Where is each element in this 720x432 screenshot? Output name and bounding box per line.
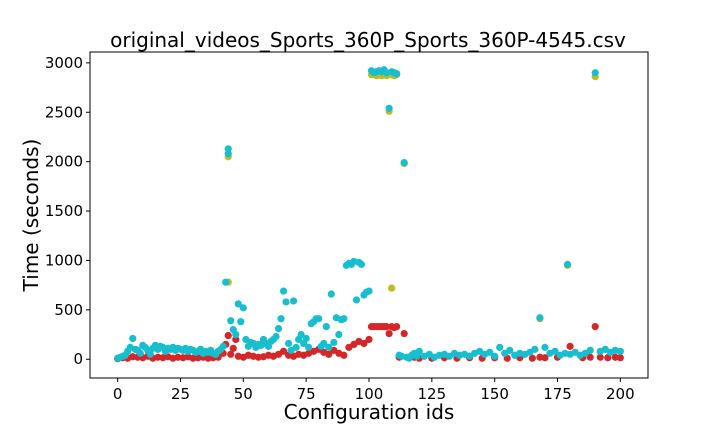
data-point bbox=[305, 343, 313, 351]
data-point bbox=[282, 298, 290, 306]
data-point bbox=[302, 334, 310, 343]
data-point bbox=[382, 323, 391, 331]
data-point bbox=[136, 349, 144, 357]
data-point bbox=[224, 145, 232, 153]
y-tick-label: 500 bbox=[54, 301, 83, 319]
y-tick-label: 2000 bbox=[45, 153, 83, 171]
data-point bbox=[357, 260, 366, 268]
x-tick-label: 75 bbox=[297, 385, 316, 403]
data-point bbox=[400, 329, 408, 338]
x-tick-label: 200 bbox=[606, 385, 635, 403]
data-point bbox=[596, 353, 604, 361]
data-point bbox=[393, 70, 401, 78]
data-point bbox=[284, 339, 293, 348]
data-point bbox=[330, 338, 338, 347]
data-point bbox=[146, 350, 154, 358]
data-point bbox=[320, 339, 328, 348]
data-point bbox=[274, 325, 283, 333]
y-tick-label: 1000 bbox=[45, 251, 83, 269]
data-point bbox=[563, 260, 572, 268]
data-point bbox=[129, 334, 137, 343]
data-point bbox=[340, 351, 348, 359]
data-point bbox=[232, 335, 240, 344]
data-points bbox=[114, 66, 624, 363]
data-point bbox=[239, 304, 247, 312]
data-point bbox=[224, 150, 232, 158]
x-axis-label: Configuration ids bbox=[284, 400, 455, 424]
y-axis-ticks: 0 500 1000 1500 2000 2500 3000 bbox=[45, 54, 90, 368]
x-tick-label: 50 bbox=[234, 385, 253, 403]
data-point bbox=[272, 332, 280, 341]
data-point bbox=[566, 342, 574, 350]
data-point bbox=[325, 343, 333, 351]
x-axis-ticks: 0 25 50 75 100 125 150 175 200 bbox=[113, 378, 635, 403]
data-point bbox=[365, 287, 373, 295]
data-point bbox=[365, 335, 373, 344]
data-point bbox=[237, 318, 245, 326]
x-tick-label: 25 bbox=[171, 385, 190, 403]
data-point bbox=[486, 348, 494, 356]
data-point bbox=[297, 330, 305, 339]
data-point bbox=[528, 354, 536, 362]
data-point bbox=[491, 352, 499, 360]
data-point bbox=[616, 354, 624, 362]
data-point bbox=[496, 343, 504, 351]
data-point bbox=[385, 329, 393, 338]
data-point bbox=[506, 346, 514, 354]
data-point bbox=[224, 331, 232, 340]
data-point bbox=[586, 353, 594, 361]
data-point bbox=[360, 339, 368, 348]
data-point bbox=[289, 297, 298, 305]
data-point bbox=[591, 69, 599, 77]
data-point bbox=[415, 347, 423, 355]
x-tick-label: 100 bbox=[355, 385, 384, 403]
y-tick-label: 2500 bbox=[45, 103, 83, 121]
y-axis-label: Time (seconds) bbox=[19, 139, 43, 293]
data-point bbox=[322, 323, 330, 331]
x-tick-label: 125 bbox=[418, 385, 447, 403]
data-point bbox=[315, 315, 323, 323]
data-point bbox=[616, 347, 624, 355]
data-point bbox=[327, 290, 335, 298]
data-point bbox=[531, 345, 539, 353]
data-point bbox=[234, 300, 242, 308]
data-point bbox=[393, 323, 401, 331]
data-point bbox=[222, 278, 230, 286]
data-point bbox=[536, 314, 544, 322]
data-point bbox=[352, 296, 361, 304]
x-tick-label: 175 bbox=[543, 385, 572, 403]
data-point bbox=[279, 347, 288, 355]
data-point bbox=[227, 350, 235, 358]
y-tick-label: 0 bbox=[73, 350, 83, 368]
data-point bbox=[335, 330, 343, 339]
chart-title: original_videos_Sports_360P_Sports_360P-… bbox=[110, 28, 626, 52]
y-tick-label: 1500 bbox=[45, 202, 83, 220]
data-point bbox=[541, 354, 549, 362]
data-point bbox=[586, 346, 594, 354]
data-point bbox=[591, 323, 599, 331]
data-point bbox=[229, 344, 237, 352]
x-tick-label: 150 bbox=[480, 385, 509, 403]
plot-frame bbox=[89, 51, 649, 379]
data-point bbox=[340, 315, 348, 323]
data-point bbox=[292, 343, 300, 351]
data-point bbox=[400, 159, 408, 167]
data-point bbox=[604, 354, 612, 362]
data-point bbox=[541, 343, 549, 351]
data-point bbox=[279, 287, 288, 295]
data-point bbox=[232, 330, 240, 339]
data-point bbox=[388, 284, 396, 292]
x-tick-label: 0 bbox=[113, 385, 123, 403]
data-point bbox=[325, 350, 333, 358]
data-point bbox=[277, 315, 285, 323]
data-point bbox=[219, 342, 227, 350]
data-point bbox=[385, 104, 393, 112]
data-point bbox=[551, 347, 559, 355]
data-point bbox=[227, 317, 235, 325]
y-tick-label: 3000 bbox=[45, 54, 83, 72]
